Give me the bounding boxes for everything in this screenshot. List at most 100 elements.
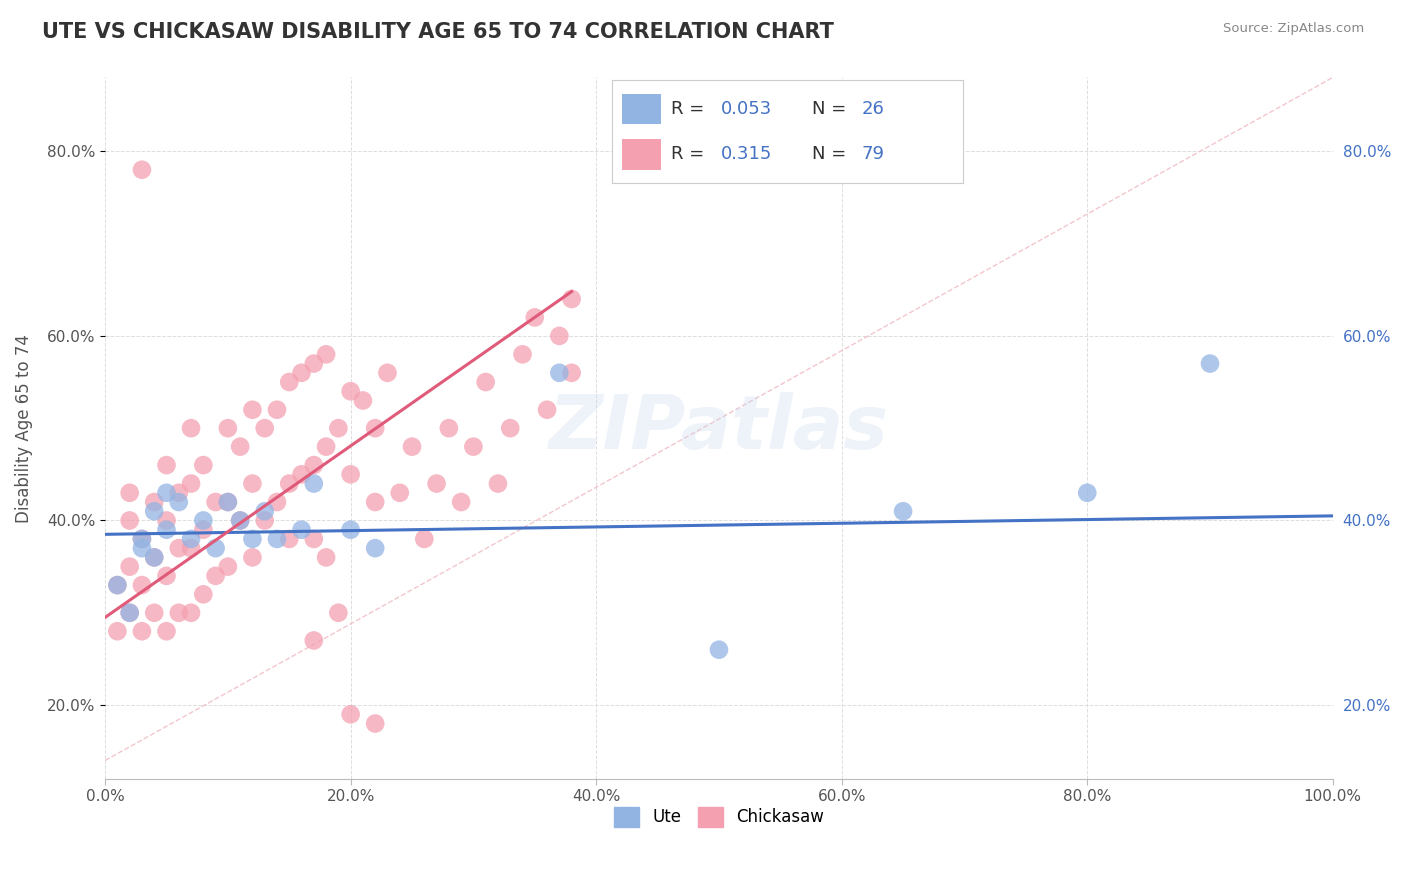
Point	[155, 624, 177, 639]
Point	[364, 421, 387, 435]
Point	[118, 485, 141, 500]
Text: R =: R =	[672, 145, 710, 163]
Point	[193, 523, 215, 537]
Point	[486, 476, 509, 491]
Text: 26: 26	[860, 100, 884, 118]
Point	[193, 513, 215, 527]
Point	[242, 550, 264, 565]
Point	[266, 495, 288, 509]
Point	[278, 375, 301, 389]
Point	[193, 587, 215, 601]
Text: N =: N =	[813, 145, 852, 163]
Point	[512, 347, 534, 361]
Point	[891, 504, 914, 518]
Point	[217, 421, 239, 435]
Point	[339, 467, 361, 482]
Point	[339, 707, 361, 722]
Point	[499, 421, 522, 435]
Point	[388, 485, 411, 500]
Text: UTE VS CHICKASAW DISABILITY AGE 65 TO 74 CORRELATION CHART: UTE VS CHICKASAW DISABILITY AGE 65 TO 74…	[42, 22, 834, 42]
Point	[1199, 357, 1222, 371]
Point	[118, 559, 141, 574]
Point	[328, 421, 350, 435]
Point	[180, 532, 202, 546]
Point	[155, 523, 177, 537]
Point	[364, 495, 387, 509]
Point	[131, 532, 153, 546]
Point	[229, 440, 252, 454]
Point	[548, 366, 571, 380]
Point	[401, 440, 423, 454]
Point	[118, 606, 141, 620]
Point	[143, 550, 166, 565]
Point	[253, 504, 276, 518]
Point	[707, 642, 730, 657]
Text: ZIPatlas: ZIPatlas	[548, 392, 889, 465]
Point	[217, 559, 239, 574]
Point	[118, 513, 141, 527]
Point	[217, 495, 239, 509]
Point	[364, 716, 387, 731]
Point	[536, 402, 558, 417]
Point	[204, 569, 226, 583]
Point	[278, 532, 301, 546]
Point	[131, 578, 153, 592]
Point	[364, 541, 387, 556]
Point	[302, 357, 325, 371]
Point	[143, 495, 166, 509]
Point	[167, 495, 190, 509]
Point	[193, 458, 215, 472]
Text: 0.053: 0.053	[721, 100, 772, 118]
Point	[339, 384, 361, 399]
Point	[548, 329, 571, 343]
Point	[352, 393, 374, 408]
Point	[180, 541, 202, 556]
Point	[180, 476, 202, 491]
Point	[143, 504, 166, 518]
Point	[204, 495, 226, 509]
Legend: Ute, Chickasaw: Ute, Chickasaw	[607, 800, 831, 834]
Point	[266, 402, 288, 417]
Point	[143, 606, 166, 620]
Point	[328, 606, 350, 620]
Point	[155, 485, 177, 500]
Point	[463, 440, 485, 454]
Point	[290, 523, 312, 537]
Point	[217, 495, 239, 509]
Point	[302, 633, 325, 648]
FancyBboxPatch shape	[621, 94, 661, 124]
Point	[105, 624, 128, 639]
Text: 79: 79	[860, 145, 884, 163]
Point	[180, 421, 202, 435]
Point	[242, 532, 264, 546]
Point	[167, 541, 190, 556]
Text: 0.315: 0.315	[721, 145, 772, 163]
Point	[302, 458, 325, 472]
Point	[105, 578, 128, 592]
Point	[339, 523, 361, 537]
Point	[229, 513, 252, 527]
Point	[278, 476, 301, 491]
Point	[266, 532, 288, 546]
Point	[242, 402, 264, 417]
Point	[450, 495, 472, 509]
Point	[426, 476, 449, 491]
Point	[315, 347, 337, 361]
Point	[1076, 485, 1098, 500]
Point	[204, 541, 226, 556]
Point	[155, 513, 177, 527]
Point	[523, 310, 546, 325]
Point	[242, 476, 264, 491]
Point	[302, 476, 325, 491]
Y-axis label: Disability Age 65 to 74: Disability Age 65 to 74	[15, 334, 32, 523]
Point	[561, 366, 583, 380]
Text: R =: R =	[672, 100, 710, 118]
Point	[167, 485, 190, 500]
FancyBboxPatch shape	[621, 139, 661, 169]
Point	[118, 606, 141, 620]
Point	[180, 606, 202, 620]
Point	[302, 532, 325, 546]
Point	[155, 569, 177, 583]
Text: Source: ZipAtlas.com: Source: ZipAtlas.com	[1223, 22, 1364, 36]
Point	[413, 532, 436, 546]
